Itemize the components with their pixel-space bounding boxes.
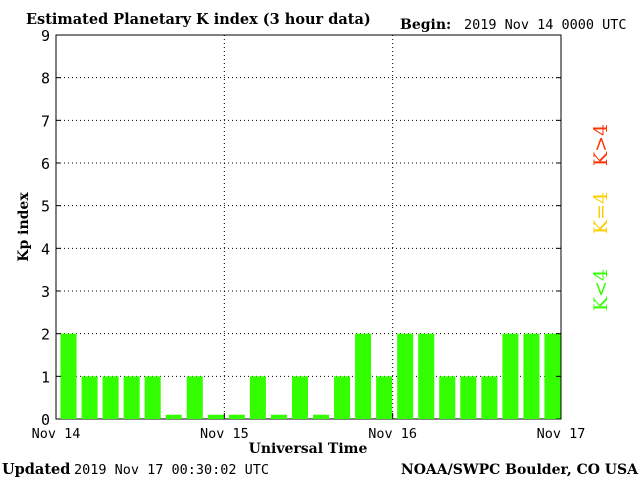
- kp-bar: [249, 376, 266, 419]
- updated-value: 2019 Nov 17 00:30:02 UTC: [74, 462, 269, 478]
- kp-bar: [165, 414, 182, 419]
- legend-entry: K=4: [590, 192, 612, 234]
- kp-bar: [186, 376, 203, 419]
- kp-bar: [397, 333, 414, 419]
- y-tick-label: 0: [41, 411, 50, 429]
- kp-bar: [418, 333, 435, 419]
- y-tick-label: 2: [41, 326, 50, 344]
- y-tick-label: 4: [41, 240, 50, 258]
- kp-bar: [144, 376, 161, 419]
- legend: K<4 K=4 K>4: [590, 124, 612, 311]
- plot-area: [55, 34, 562, 420]
- y-tick-label: 6: [41, 155, 50, 173]
- kp-bar: [523, 333, 540, 419]
- x-tick-label: Nov 17: [537, 426, 586, 442]
- legend-entry: K>4: [590, 124, 612, 166]
- x-axis-ticks: Nov 14 Nov 15 Nov 16 Nov 17: [32, 413, 586, 442]
- kp-bar: [81, 376, 98, 419]
- kp-bar: [439, 376, 456, 419]
- y-axis-ticks: 0 1 2 3 4 5 6 7 8 9: [41, 27, 561, 429]
- kp-bar: [334, 376, 351, 419]
- kp-bar: [502, 333, 519, 419]
- kp-bar: [270, 414, 287, 419]
- y-tick-label: 9: [41, 27, 50, 45]
- begin-label: Begin:: [400, 17, 451, 33]
- updated-label: Updated: [2, 461, 70, 478]
- y-tick-label: 1: [41, 368, 50, 386]
- x-tick-label: Nov 16: [368, 426, 417, 442]
- x-tick-label: Nov 14: [32, 426, 81, 442]
- grid: [56, 34, 561, 419]
- kp-bar: [460, 376, 477, 419]
- kp-bar: [376, 376, 393, 419]
- footer-credit: NOAA/SWPC Boulder, CO USA: [401, 462, 639, 478]
- y-tick-label: 7: [41, 112, 50, 130]
- kp-bar: [291, 376, 308, 419]
- kp-bar: [544, 333, 561, 419]
- kp-bar: [207, 414, 224, 419]
- kp-bar: [481, 376, 498, 419]
- y-tick-label: 8: [41, 70, 50, 88]
- bars: [60, 333, 561, 419]
- legend-entry: K<4: [590, 269, 612, 311]
- kp-bar: [60, 333, 77, 419]
- x-tick-label: Nov 15: [200, 426, 249, 442]
- kp-bar: [102, 376, 119, 419]
- y-tick-label: 5: [41, 198, 50, 216]
- kp-bar: [123, 376, 140, 419]
- y-tick-label: 3: [41, 283, 50, 301]
- kp-bar: [355, 333, 372, 419]
- chart-title: Estimated Planetary K index (3 hour data…: [26, 11, 371, 28]
- kp-bar: [228, 414, 245, 419]
- kp-bar: [313, 414, 330, 419]
- begin-value: 2019 Nov 14 0000 UTC: [464, 17, 627, 33]
- y-axis-label: Kp index: [16, 192, 32, 262]
- x-axis-label: Universal Time: [249, 441, 368, 457]
